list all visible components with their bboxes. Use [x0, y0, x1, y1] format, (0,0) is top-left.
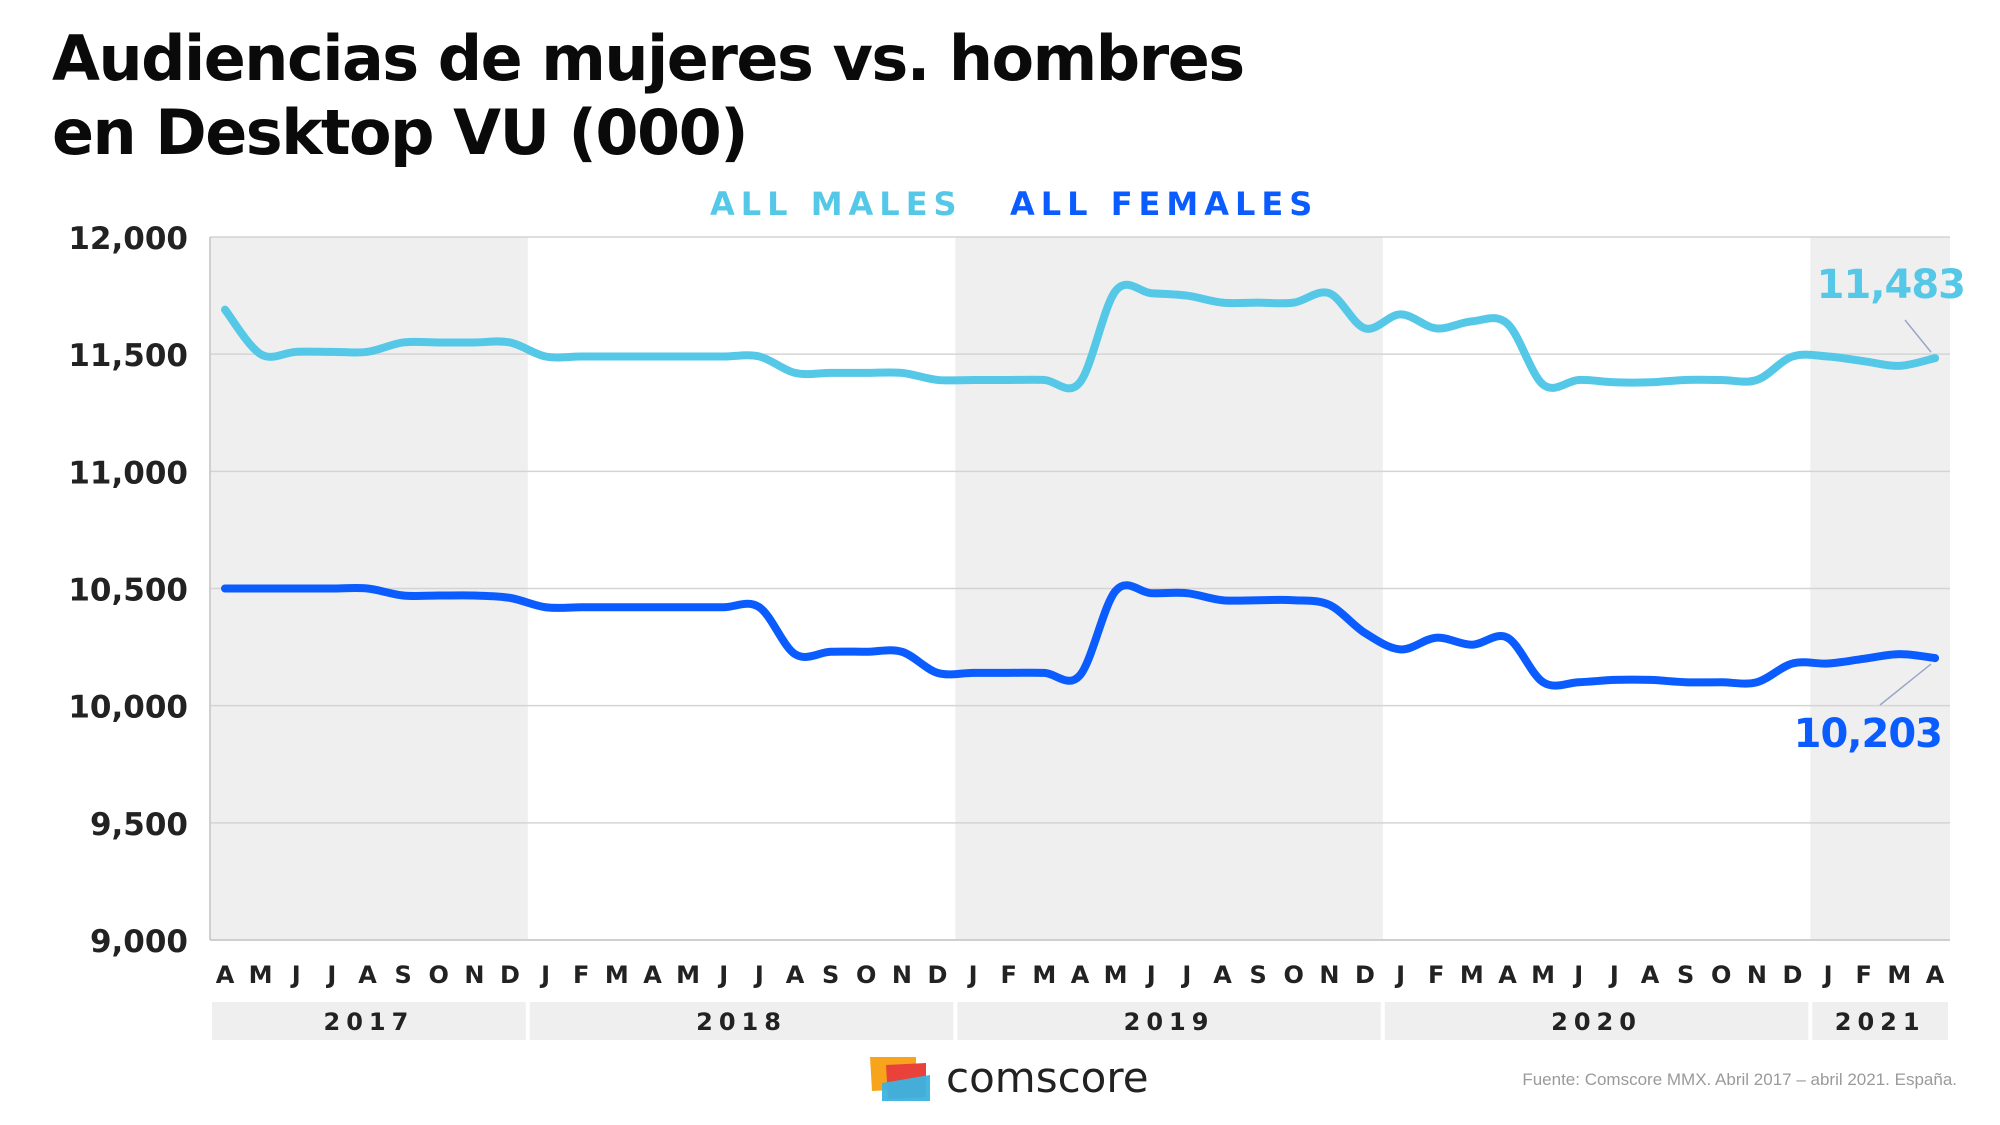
y-tick-label: 10,000	[68, 690, 188, 726]
x-tick-label: S	[394, 961, 411, 989]
x-tick-label: J	[1145, 961, 1156, 989]
x-tick-label: S	[822, 961, 839, 989]
x-tick-label: F	[1428, 961, 1444, 989]
x-tick-label: J	[1572, 961, 1583, 989]
x-tick-label: O	[1711, 961, 1731, 989]
x-tick-label: M	[1032, 961, 1056, 989]
x-tick-label: M	[1460, 961, 1484, 989]
x-tick-label: A	[1071, 961, 1090, 989]
year-label: 2019	[1124, 1008, 1215, 1036]
y-tick-label: 9,500	[90, 807, 188, 843]
x-tick-label: D	[1783, 961, 1803, 989]
x-tick-label: M	[676, 961, 700, 989]
x-tick-label: A	[1641, 961, 1660, 989]
y-tick-label: 9,000	[90, 924, 188, 960]
y-tick-label: 11,500	[68, 338, 188, 374]
x-tick-label: S	[1249, 961, 1266, 989]
legend: ALL MALES ALL FEMALES	[0, 185, 2000, 235]
x-tick-label: J	[1822, 961, 1833, 989]
x-tick-label: F	[1001, 961, 1017, 989]
year-label: 2020	[1551, 1008, 1642, 1036]
end-label-leader	[1904, 319, 1932, 353]
x-tick-label: A	[358, 961, 377, 989]
series-end-point	[1931, 654, 1939, 663]
x-tick-label: A	[216, 961, 235, 989]
end-value-label: 11,483	[1817, 262, 1965, 308]
x-tick-label: J	[1180, 961, 1191, 989]
end-label-leader	[1879, 663, 1932, 706]
x-tick-label: J	[753, 961, 764, 989]
series-end-point	[1931, 354, 1939, 363]
year-box-2021	[1812, 1002, 1948, 1040]
year-label: 2021	[1835, 1008, 1926, 1036]
y-tick-label: 11,000	[68, 455, 188, 491]
x-tick-label: O	[856, 961, 876, 989]
x-tick-label: J	[1608, 961, 1619, 989]
x-tick-label: J	[1394, 961, 1405, 989]
x-tick-label: N	[464, 961, 484, 989]
title-line-1: Audiencias de mujeres vs. hombres	[52, 22, 1245, 95]
x-tick-label: N	[1747, 961, 1767, 989]
x-tick-label: S	[1677, 961, 1694, 989]
x-tick-label: F	[573, 961, 589, 989]
title-line-2: en Desktop VU (000)	[52, 96, 749, 169]
x-tick-label: M	[1104, 961, 1128, 989]
x-tick-label: A	[1213, 961, 1232, 989]
x-tick-label: M	[605, 961, 629, 989]
end-value-label: 10,203	[1794, 711, 1942, 757]
y-tick-label: 10,500	[68, 573, 188, 609]
comscore-logo: comscore	[868, 1053, 1149, 1103]
year-box-2019	[957, 1002, 1381, 1040]
x-tick-label: A	[643, 961, 662, 989]
x-tick-label: O	[429, 961, 449, 989]
x-tick-label: A	[786, 961, 805, 989]
x-tick-label: D	[1355, 961, 1375, 989]
year-box-2018	[529, 1002, 954, 1040]
x-tick-label: F	[1856, 961, 1872, 989]
x-tick-label: D	[500, 961, 520, 989]
brand-name: comscore	[946, 1053, 1149, 1102]
legend-males: ALL MALES	[710, 185, 963, 223]
year-box-2020	[1384, 1002, 1809, 1040]
year-box-2017	[212, 1002, 526, 1040]
source-note: Fuente: Comscore MMX. Abril 2017 – abril…	[1522, 1070, 1957, 1089]
series-line-males	[221, 280, 1939, 393]
x-tick-label: M	[1531, 961, 1555, 989]
legend-females: ALL FEMALES	[1010, 185, 1319, 223]
x-tick-label: M	[1887, 961, 1911, 989]
x-tick-label: O	[1284, 961, 1304, 989]
x-tick-label: A	[1498, 961, 1517, 989]
x-tick-label: N	[1319, 961, 1339, 989]
x-tick-label: J	[967, 961, 978, 989]
x-tick-label: J	[290, 961, 301, 989]
chart-title: Audiencias de mujeres vs. hombres en Des…	[52, 22, 1245, 170]
x-tick-label: D	[928, 961, 948, 989]
x-tick-label: M	[249, 961, 273, 989]
x-tick-label: J	[325, 961, 336, 989]
x-tick-label: A	[1926, 961, 1945, 989]
x-tick-label: J	[717, 961, 728, 989]
year-label: 2018	[696, 1008, 787, 1036]
x-tick-label: N	[892, 961, 912, 989]
x-tick-label: J	[539, 961, 550, 989]
y-tick-label: 12,000	[68, 221, 188, 257]
comscore-logo-icon	[870, 1057, 930, 1101]
year-label: 2017	[324, 1008, 415, 1036]
series-line-females	[221, 581, 1939, 690]
